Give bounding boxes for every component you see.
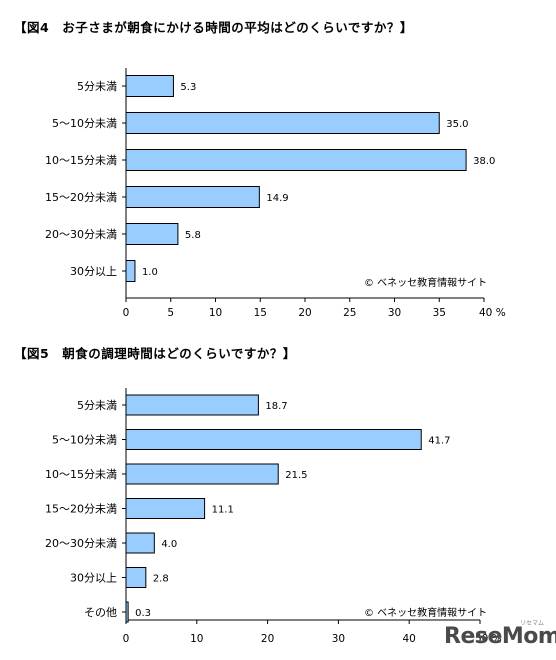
chart-2-x-tick-label: 40 bbox=[403, 633, 416, 645]
chart-1-category-label: 20〜30分未満 bbox=[45, 228, 117, 241]
resemom-logo-sub: リセマム bbox=[520, 620, 545, 627]
chart-1-x-tick-label: 35 bbox=[433, 307, 446, 319]
chart-1-data-label: 38.0 bbox=[473, 156, 495, 167]
chart-2-data-label: 0.3 bbox=[135, 608, 151, 619]
chart-2-data-label: 18.7 bbox=[265, 401, 287, 412]
resemom-logo: ReseMom bbox=[444, 624, 556, 649]
chart-2-category-label: 5分未満 bbox=[77, 399, 117, 412]
chart-1-category-label: 30分以上 bbox=[70, 265, 117, 278]
chart-2-bar bbox=[125, 394, 259, 416]
chart-2-bar bbox=[125, 498, 206, 519]
chart-1-data-label: 14.9 bbox=[266, 193, 288, 204]
chart-1-title: 【図4 お子さまが朝食にかける時間の平均はどのくらいですか？】 bbox=[14, 20, 413, 35]
chart-2-x-tick-label: 50 % bbox=[475, 633, 502, 645]
chart-1-x-tick-label: 20 bbox=[298, 307, 311, 319]
chart-1-bar bbox=[125, 186, 260, 208]
chart-1-x-tick-label: 15 bbox=[254, 307, 267, 319]
chart-1-credit: © ベネッセ教育情報サイト bbox=[364, 276, 487, 289]
chart-1-bar bbox=[125, 223, 179, 245]
chart-1-data-label: 1.0 bbox=[142, 267, 158, 278]
chart-1-x-tick-label: 30 bbox=[388, 307, 401, 319]
chart-1-category-label: 5〜10分未満 bbox=[52, 117, 117, 130]
chart-2-x-tick-label: 10 bbox=[190, 633, 203, 645]
chart-2-bar bbox=[125, 567, 147, 588]
chart-1-x-tick-label: 0 bbox=[123, 307, 130, 319]
chart-1-bar bbox=[125, 260, 136, 282]
chart-1-bar bbox=[125, 112, 440, 134]
chart-2-data-label: 21.5 bbox=[285, 470, 307, 481]
chart-2-data-label: 4.0 bbox=[161, 539, 177, 550]
chart-2-category-label: 20〜30分未満 bbox=[45, 537, 117, 550]
chart-1-x-tick-label: 40 % bbox=[479, 307, 506, 319]
chart-2-category-label: 10〜15分未満 bbox=[45, 468, 117, 481]
chart-1-data-label: 5.3 bbox=[180, 82, 196, 93]
chart-1-category-label: 10〜15分未満 bbox=[45, 154, 117, 167]
chart-2-category-label: その他 bbox=[84, 606, 117, 619]
chart-1-category-label: 15〜20分未満 bbox=[45, 191, 117, 204]
chart-1-bar bbox=[125, 149, 467, 171]
chart-2-category-label: 5〜10分未満 bbox=[52, 434, 117, 447]
chart-2-bar bbox=[125, 532, 155, 554]
chart-1-data-label: 5.8 bbox=[185, 230, 201, 241]
chart-2-bar bbox=[125, 429, 422, 450]
chart-1-data-label: 35.0 bbox=[446, 119, 468, 130]
chart-1-x-tick-label: 25 bbox=[343, 307, 356, 319]
chart-2-data-label: 11.1 bbox=[212, 505, 234, 516]
chart-2-x-tick-label: 0 bbox=[123, 633, 130, 645]
chart-2-data-label: 41.7 bbox=[428, 436, 450, 447]
chart-1-bar bbox=[125, 75, 174, 97]
chart-2-category-label: 15〜20分未満 bbox=[45, 503, 117, 516]
chart-1-x-tick-label: 10 bbox=[209, 307, 222, 319]
chart-1-category-label: 5分未満 bbox=[77, 80, 117, 93]
chart-2-credit: © ベネッセ教育情報サイト bbox=[364, 606, 487, 619]
chart-2-x-tick-label: 30 bbox=[332, 633, 345, 645]
chart-2-bar bbox=[125, 601, 129, 623]
chart-2-bar bbox=[125, 463, 279, 485]
chart-2-data-label: 2.8 bbox=[153, 574, 169, 585]
chart-2-title: 【図5 朝食の調理時間はどのくらいですか？】 bbox=[14, 346, 296, 361]
chart-2-category-label: 30分以上 bbox=[70, 572, 117, 585]
chart-1-x-tick-label: 5 bbox=[167, 307, 174, 319]
chart-2-x-tick-label: 20 bbox=[261, 633, 274, 645]
